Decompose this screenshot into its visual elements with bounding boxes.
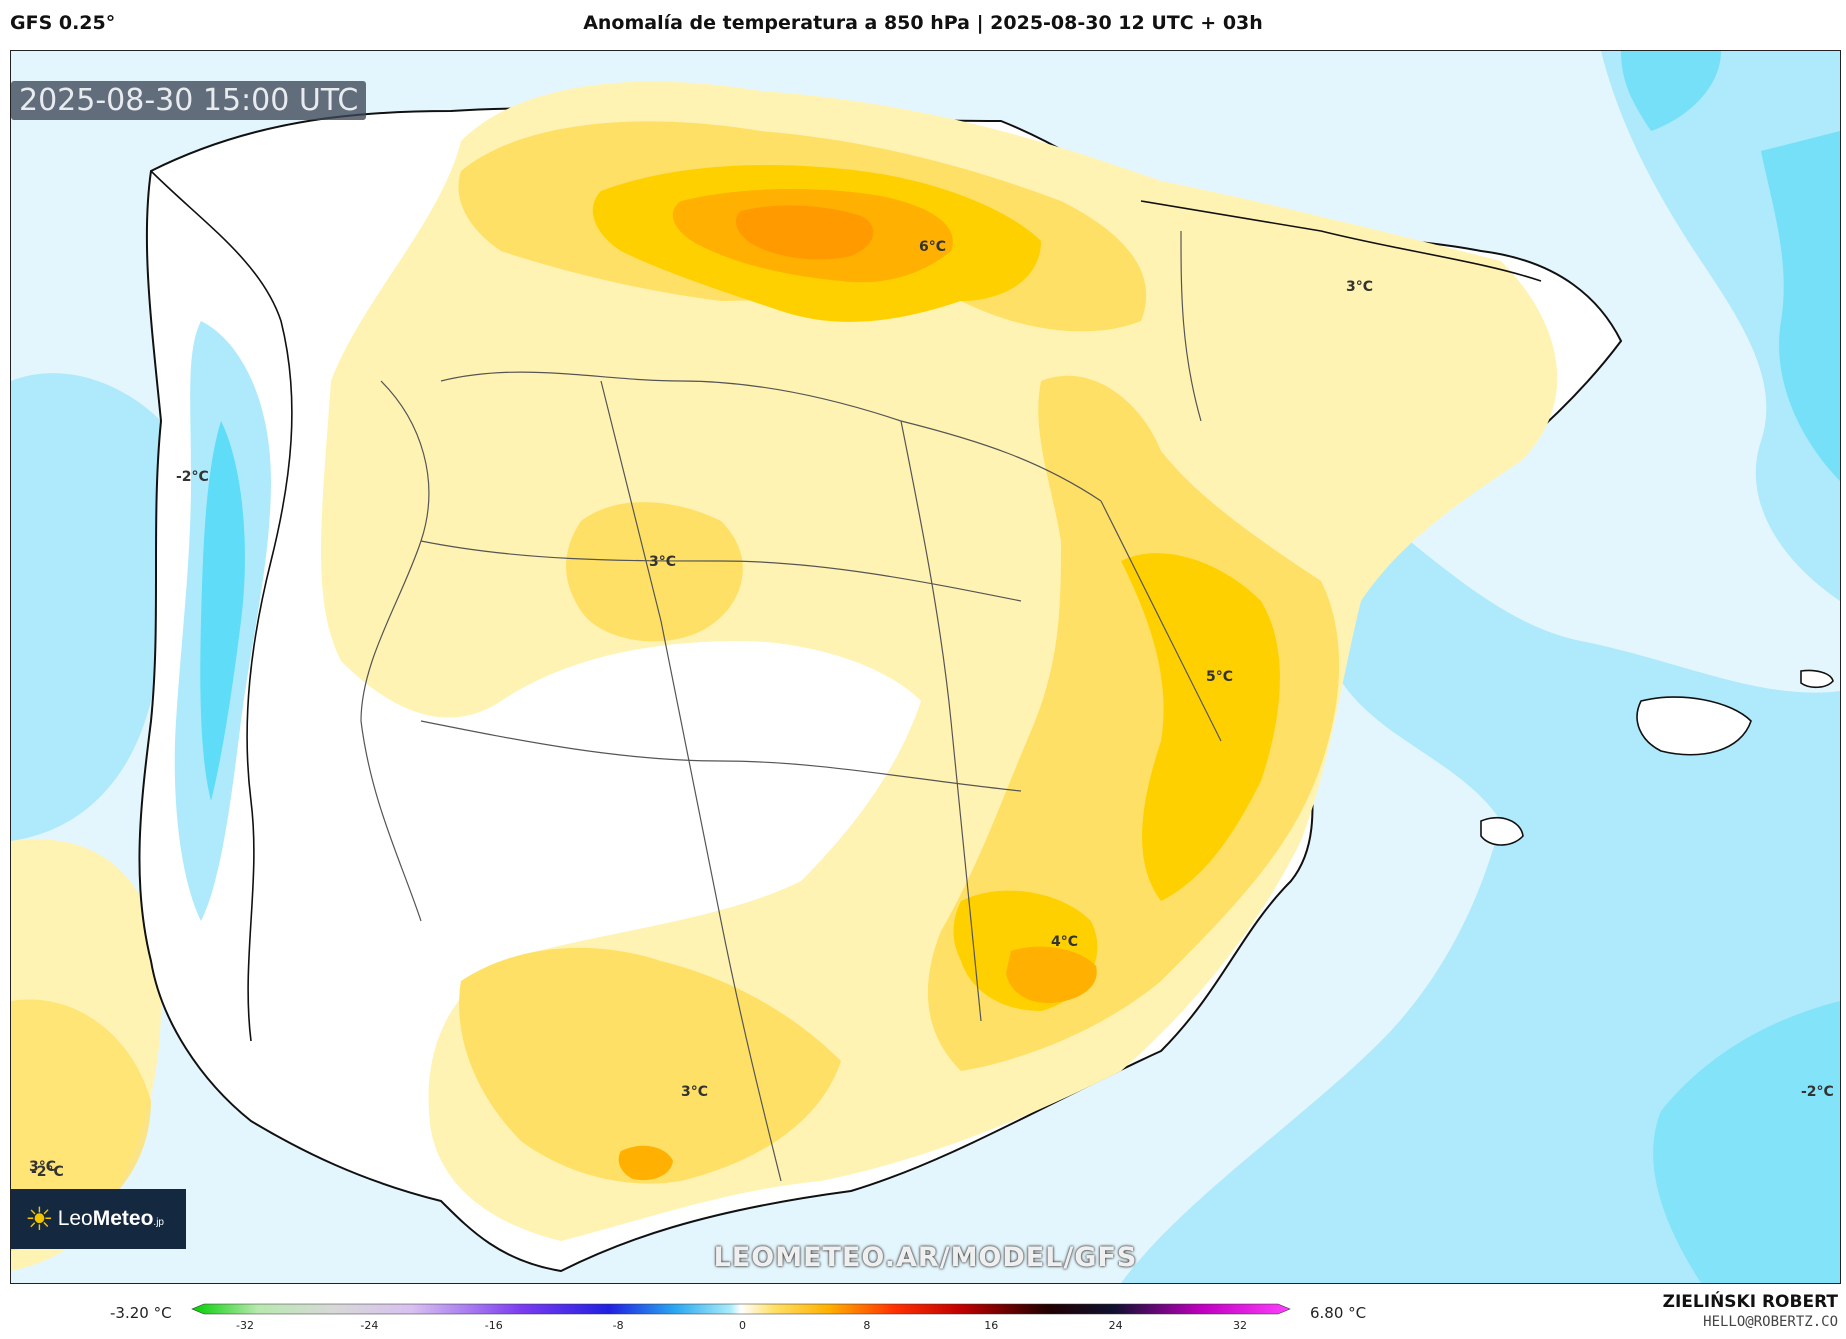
site-watermark[interactable]: LEOMETEO.AR/MODEL/GFS [713, 1242, 1138, 1273]
menorca-island [1800, 669, 1834, 689]
borders [360, 230, 1222, 1182]
colorbar-tick-label: -8 [613, 1319, 624, 1332]
contour-label: 4°C [1051, 934, 1078, 950]
colorbar-tick-label: 8 [863, 1319, 870, 1332]
colorbar: -3.20 °C -3 [0, 1296, 1846, 1339]
portugal-border [150, 170, 293, 1042]
west-sea-cold [11, 373, 172, 841]
warm-mid-south [459, 947, 841, 1184]
warm-light-region [321, 81, 1558, 1242]
contour-label: 3°C [1346, 279, 1373, 295]
contour-label: 3°C [681, 1084, 708, 1100]
east-sea-cold-strong [1653, 1001, 1840, 1283]
colorbar-scale: -32 -24 -16 -8 0 8 16 24 32 [191, 1303, 1291, 1332]
contour-label: -2°C [31, 1164, 64, 1180]
colorbar-max-label: 6.80 °C [1310, 1304, 1367, 1322]
colorbar-tick-label: 16 [984, 1319, 998, 1332]
colorbar-ticks: -32 -24 -16 -8 0 8 16 24 32 [236, 1319, 1247, 1332]
east-sea-cold [1121, 461, 1840, 1283]
northeast-cold-strong [1621, 51, 1840, 481]
colorbar-tick-label: -24 [360, 1319, 378, 1332]
colorbar-tick-label: -16 [485, 1319, 503, 1332]
warm-mid-center [566, 502, 743, 642]
colorbar-tick-label: 24 [1109, 1319, 1123, 1332]
anomaly-map: -2°C6°C3°C-2°C3°C5°C4°C3°C3°C-2°C [11, 51, 1840, 1283]
model-label: GFS 0.25° [10, 12, 116, 34]
hot-core-southeast [1006, 946, 1097, 1004]
author-name: ZIELIŃSKI ROBERT [1662, 1292, 1838, 1312]
map-title: Anomalía de temperatura a 850 hPa | 2025… [583, 12, 1263, 34]
contour-label: 3°C [29, 1159, 56, 1175]
contour-labels: -2°C6°C3°C-2°C3°C5°C4°C3°C3°C-2°C [29, 239, 1834, 1180]
hot-core-south [618, 1145, 673, 1181]
colorbar-tick-label: 0 [739, 1319, 746, 1332]
colorbar-tick-label: 32 [1233, 1319, 1247, 1332]
france-border [1140, 200, 1542, 282]
contour-label: 3°C [649, 554, 676, 570]
southwest-warm-strong [11, 999, 151, 1251]
contour-label: -2°C [1801, 1084, 1834, 1100]
leometeo-logo: ☀ LeoMeteo.jp [11, 1189, 186, 1249]
map-panel: -2°C 6°C 3°C -2°C 3°C 5°C 4°C 3°C 3°C -2°C 2025-0… [10, 50, 1841, 1284]
hotter-core-north [736, 205, 874, 260]
cold-strip-west-strong [200, 421, 245, 801]
sun-icon: ☀ [25, 1201, 54, 1237]
valid-time-label: 2025-08-30 15:00 UTC [11, 81, 367, 120]
ibiza-island [1480, 817, 1524, 846]
warm-strong-east [1121, 553, 1280, 901]
author-email[interactable]: HELLO@ROBERTZ.CO [1703, 1314, 1838, 1330]
colorbar-tick-label: -32 [236, 1319, 254, 1332]
contour-label: -2°C [176, 469, 209, 485]
contour-label: 6°C [919, 239, 946, 255]
logo-text: LeoMeteo.jp [57, 1207, 164, 1230]
contour-label: 5°C [1206, 669, 1233, 685]
colorbar-min-label: -3.20 °C [110, 1304, 172, 1322]
author-block: ZIELIŃSKI ROBERT HELLO@ROBERTZ.CO [1663, 1292, 1838, 1330]
mallorca-island [1636, 696, 1752, 756]
